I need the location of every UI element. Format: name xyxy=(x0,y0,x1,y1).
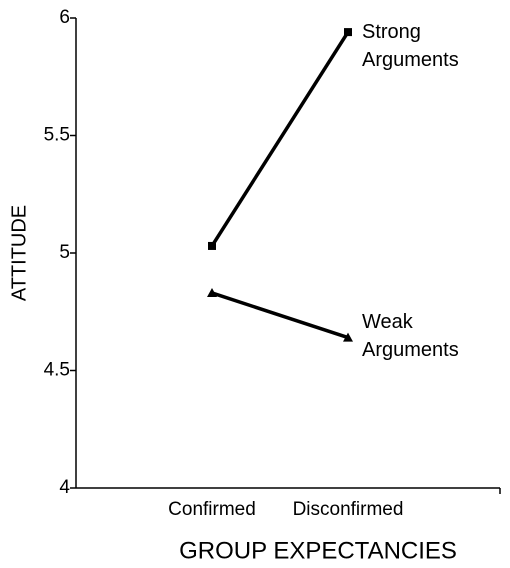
series-line xyxy=(210,31,350,247)
marker xyxy=(343,332,353,342)
x-tick-label: Disconfirmed xyxy=(293,499,404,520)
y-tick-label: 4 xyxy=(59,477,70,498)
x-tick-label: Confirmed xyxy=(168,499,256,520)
marker xyxy=(208,241,216,250)
y-tick-label: 4.5 xyxy=(44,360,70,381)
y-tick-label: 6 xyxy=(59,7,70,28)
marker xyxy=(344,28,352,37)
marker xyxy=(207,287,217,297)
y-tick-label: 5.5 xyxy=(44,125,70,146)
x-axis-label: GROUP EXPECTANCIES xyxy=(179,537,457,564)
series-line xyxy=(211,291,349,340)
series-label: Strong Arguments xyxy=(362,21,459,72)
y-tick-label: 5 xyxy=(59,242,70,263)
y-axis-label: ATTITUDE xyxy=(8,205,30,301)
series-label: Weak Arguments xyxy=(362,310,459,361)
